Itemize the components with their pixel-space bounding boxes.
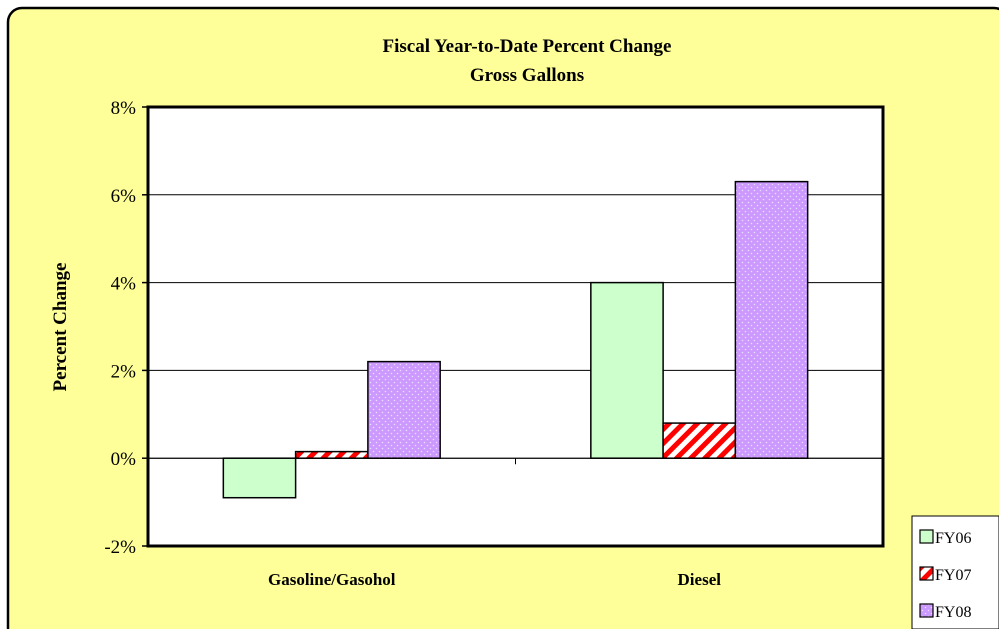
legend: FY06 FY07 FY08 [911,515,999,630]
bar-fy07-gasoline-gasohol [294,450,369,459]
bar-fy07-diesel [662,422,737,459]
plot-border [146,105,885,548]
bar-layer [222,180,809,499]
y-tick-label: 0% [111,449,137,470]
bar-fy08-diesel [734,180,809,459]
bar-fy06-gasoline-gasohol [222,457,297,499]
legend-label-fy06: FY06 [935,530,971,547]
y-axis-label: Percent Change [50,263,71,392]
legend-swatch-fy07 [919,566,934,581]
y-tick-label: 4% [111,274,137,295]
x-tick-label-diesel: Diesel [678,570,722,589]
y-tick-labels: -2% 0% 2% 4% 6% 8% [104,98,148,558]
y-tick-label: -2% [104,537,136,558]
legend-swatch-fy08 [919,603,934,618]
chart-subtitle: Gross Gallons [470,65,584,86]
legend-label-fy08: FY08 [935,604,971,621]
bar-fy08-gasoline-gasohol [367,360,441,459]
y-tick-label: 6% [111,186,137,207]
x-tick-labels: Gasoline/Gasohol Diesel [268,570,721,589]
legend-label-fy07: FY07 [935,567,971,584]
x-tick-label-gasoline-gasohol: Gasoline/Gasohol [268,570,396,589]
y-tick-label: 2% [111,361,137,382]
bar-fy06-diesel [590,281,664,459]
legend-swatch-fy06 [919,529,934,544]
chart-title: Fiscal Year-to-Date Percent Change [383,36,672,57]
y-tick-label: 8% [111,98,137,119]
